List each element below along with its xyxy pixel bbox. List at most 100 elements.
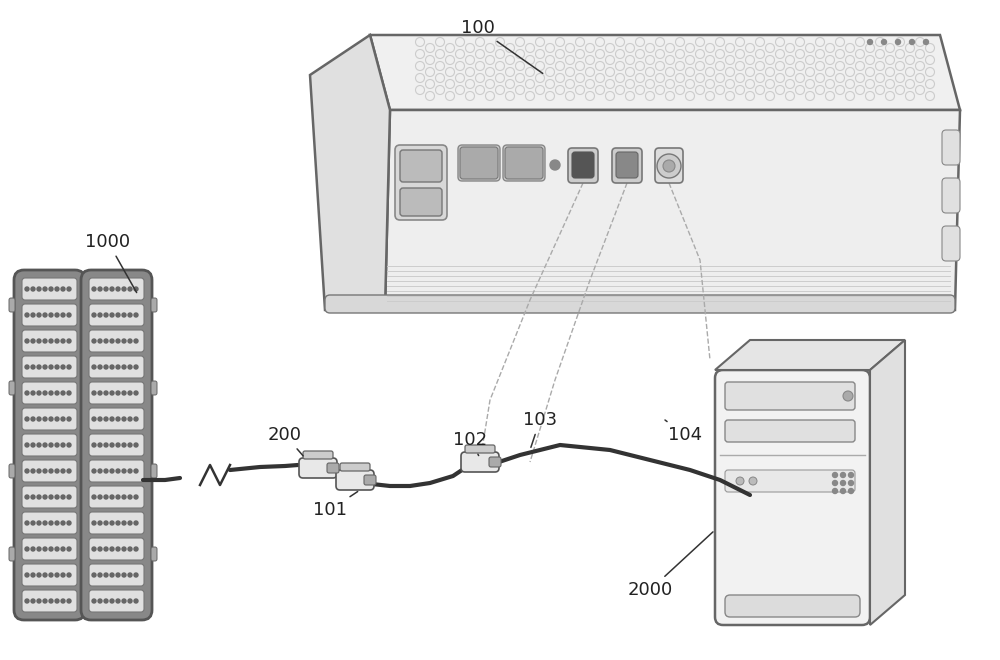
Circle shape [116, 339, 120, 343]
FancyBboxPatch shape [89, 590, 144, 612]
Circle shape [61, 547, 65, 551]
Circle shape [37, 339, 41, 343]
Circle shape [55, 469, 59, 473]
Polygon shape [715, 340, 905, 370]
Circle shape [43, 443, 47, 447]
FancyBboxPatch shape [89, 538, 144, 560]
FancyBboxPatch shape [616, 152, 638, 178]
Circle shape [37, 495, 41, 499]
Circle shape [104, 573, 108, 577]
Text: 100: 100 [461, 19, 543, 73]
FancyBboxPatch shape [14, 270, 85, 620]
Circle shape [43, 521, 47, 525]
Circle shape [37, 521, 41, 525]
Circle shape [31, 469, 35, 473]
Circle shape [31, 391, 35, 395]
Polygon shape [370, 35, 960, 110]
Circle shape [128, 495, 132, 499]
Circle shape [67, 443, 71, 447]
Circle shape [104, 495, 108, 499]
Circle shape [37, 443, 41, 447]
FancyBboxPatch shape [655, 148, 683, 183]
Circle shape [122, 521, 126, 525]
Circle shape [31, 547, 35, 551]
FancyBboxPatch shape [725, 382, 855, 410]
Circle shape [122, 495, 126, 499]
FancyBboxPatch shape [9, 464, 15, 478]
Circle shape [25, 313, 29, 317]
Circle shape [37, 469, 41, 473]
Circle shape [31, 521, 35, 525]
Circle shape [122, 339, 126, 343]
Circle shape [92, 391, 96, 395]
Circle shape [67, 521, 71, 525]
Circle shape [25, 339, 29, 343]
FancyBboxPatch shape [151, 298, 157, 312]
Circle shape [92, 469, 96, 473]
Circle shape [43, 495, 47, 499]
Circle shape [31, 573, 35, 577]
Circle shape [122, 573, 126, 577]
Circle shape [550, 160, 560, 170]
FancyBboxPatch shape [22, 590, 77, 612]
Circle shape [49, 391, 53, 395]
Circle shape [25, 547, 29, 551]
Circle shape [31, 417, 35, 421]
Circle shape [116, 287, 120, 291]
Circle shape [67, 287, 71, 291]
Circle shape [25, 443, 29, 447]
Circle shape [128, 287, 132, 291]
FancyBboxPatch shape [22, 564, 77, 586]
Circle shape [116, 443, 120, 447]
FancyBboxPatch shape [22, 382, 77, 404]
FancyBboxPatch shape [505, 147, 543, 179]
Text: 101: 101 [313, 492, 358, 519]
Circle shape [92, 547, 96, 551]
FancyBboxPatch shape [725, 470, 855, 492]
Circle shape [128, 417, 132, 421]
Circle shape [848, 473, 854, 477]
FancyBboxPatch shape [400, 150, 442, 182]
Circle shape [61, 365, 65, 369]
Circle shape [110, 287, 114, 291]
Circle shape [128, 469, 132, 473]
Circle shape [122, 443, 126, 447]
Circle shape [122, 313, 126, 317]
Circle shape [98, 521, 102, 525]
Circle shape [110, 495, 114, 499]
FancyBboxPatch shape [89, 512, 144, 534]
Circle shape [832, 473, 838, 477]
Circle shape [31, 599, 35, 603]
FancyBboxPatch shape [572, 152, 594, 178]
Circle shape [92, 417, 96, 421]
Circle shape [128, 339, 132, 343]
Circle shape [31, 443, 35, 447]
Circle shape [110, 365, 114, 369]
Circle shape [25, 599, 29, 603]
Circle shape [98, 443, 102, 447]
Circle shape [43, 391, 47, 395]
Circle shape [98, 365, 102, 369]
Circle shape [92, 573, 96, 577]
Circle shape [37, 547, 41, 551]
Circle shape [104, 391, 108, 395]
Polygon shape [310, 35, 390, 310]
FancyBboxPatch shape [465, 445, 495, 453]
Circle shape [848, 480, 854, 486]
Circle shape [122, 417, 126, 421]
Circle shape [896, 40, 900, 44]
FancyBboxPatch shape [151, 464, 157, 478]
Circle shape [55, 391, 59, 395]
Circle shape [98, 469, 102, 473]
Circle shape [832, 480, 838, 486]
FancyBboxPatch shape [22, 408, 77, 430]
Circle shape [122, 599, 126, 603]
FancyBboxPatch shape [22, 486, 77, 508]
Circle shape [55, 573, 59, 577]
Circle shape [663, 160, 675, 172]
Circle shape [25, 521, 29, 525]
Circle shape [49, 365, 53, 369]
Circle shape [55, 495, 59, 499]
Circle shape [61, 521, 65, 525]
Circle shape [49, 287, 53, 291]
